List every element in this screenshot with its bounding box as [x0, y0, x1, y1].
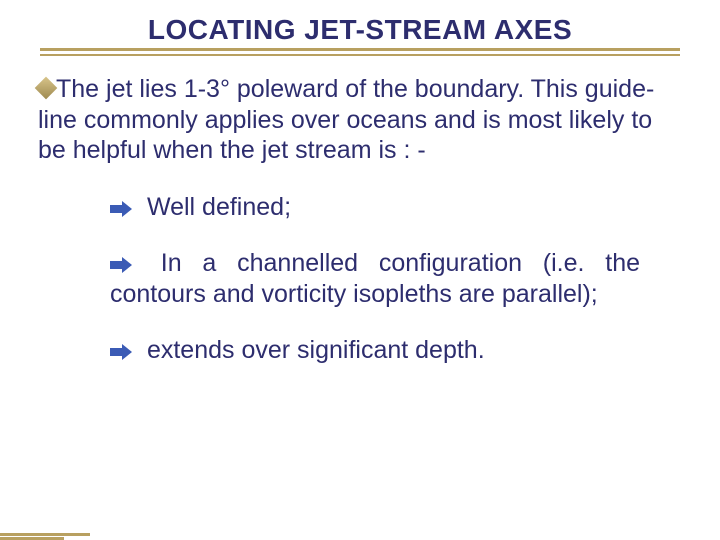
list-item: In a channelled configuration (i.e. the … [110, 248, 640, 309]
list-item: extends over significant depth. [110, 335, 640, 366]
arrow-bullet-icon [110, 257, 136, 273]
arrow-bullet-icon [110, 344, 136, 360]
diamond-bullet-icon [35, 77, 58, 100]
bullet-list: Well defined; In a channelled configurat… [110, 192, 640, 366]
intro-paragraph: The jet lies 1-3° poleward of the bounda… [38, 74, 682, 166]
slide: LOCATING JET-STREAM AXES The jet lies 1-… [0, 0, 720, 540]
list-item: Well defined; [110, 192, 640, 223]
title-block: LOCATING JET-STREAM AXES [30, 14, 690, 56]
slide-title: LOCATING JET-STREAM AXES [146, 14, 574, 46]
title-underline [40, 48, 680, 56]
corner-accent [0, 530, 90, 540]
list-item-text: In a channelled configuration (i.e. the … [110, 249, 640, 308]
intro-text: The jet lies 1-3° poleward of the bounda… [38, 75, 654, 164]
list-item-text: Well defined; [147, 193, 291, 221]
arrow-bullet-icon [110, 201, 136, 217]
list-item-text: extends over significant depth. [147, 336, 485, 364]
